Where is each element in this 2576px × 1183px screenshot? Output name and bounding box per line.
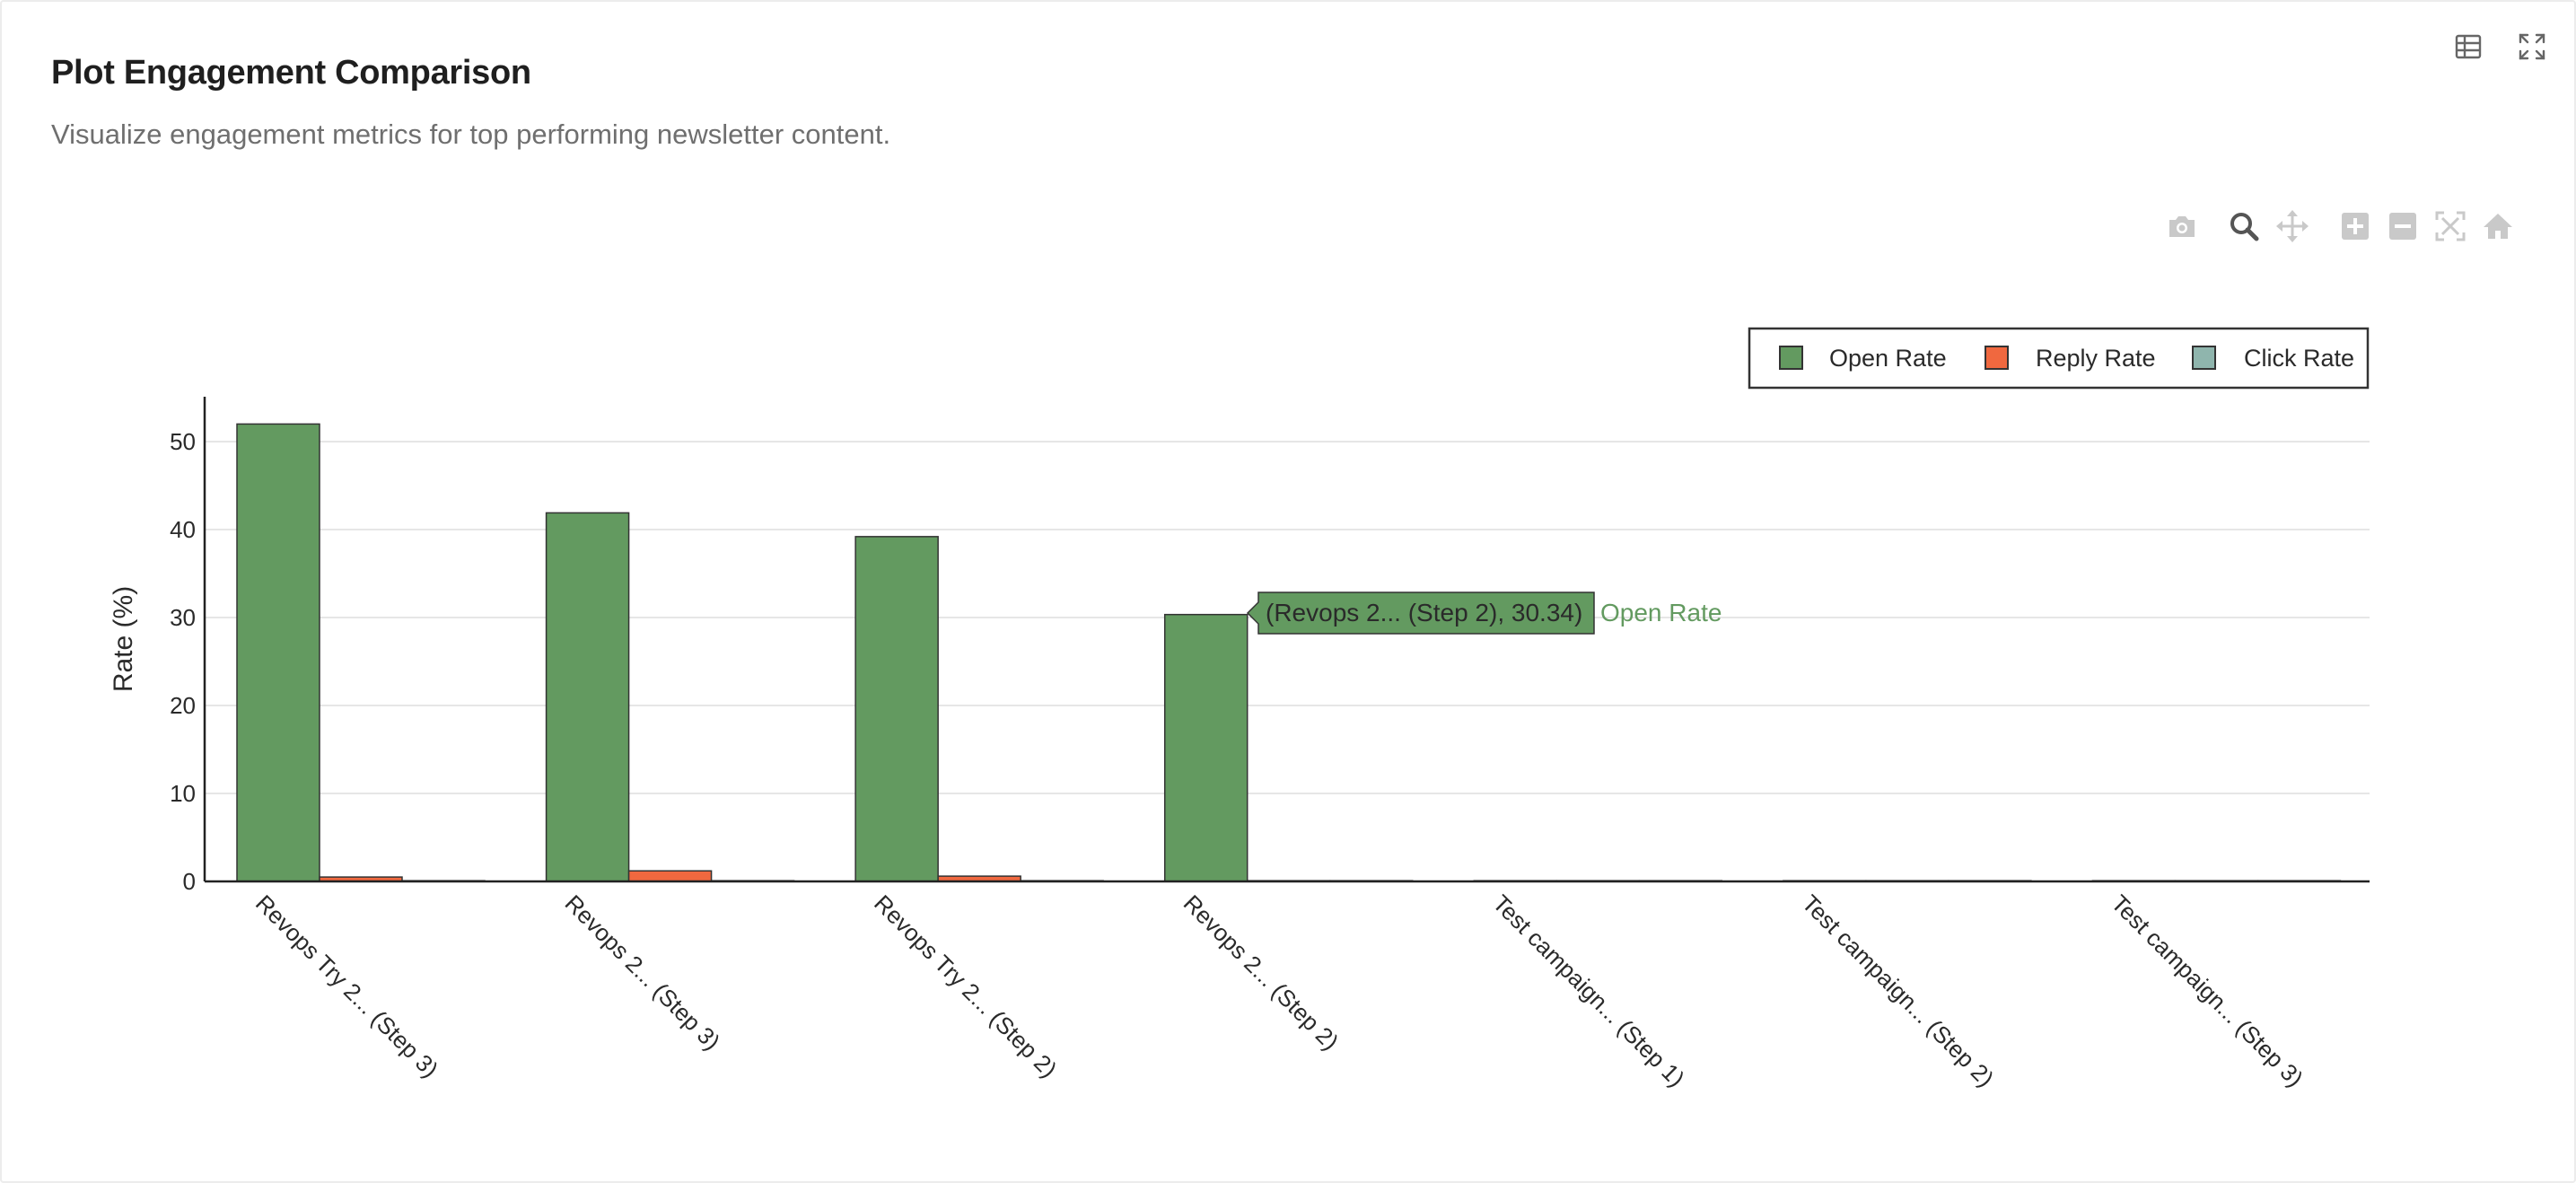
table-view-button[interactable]	[2449, 27, 2488, 66]
reset-axes-button[interactable]	[2478, 206, 2518, 246]
pan-icon	[2276, 210, 2309, 242]
autoscale-icon	[2435, 211, 2466, 241]
y-tick-label: 20	[170, 692, 196, 719]
plus-square-icon	[2342, 213, 2369, 240]
legend: Open Rate Reply Rate Click Rate	[1748, 327, 2370, 390]
expand-icon	[2519, 33, 2545, 60]
x-tick-label: Test campaign... (Step 3)	[2106, 889, 2309, 1092]
legend-label-click-rate: Click Rate	[2244, 345, 2354, 372]
x-tick-label: Test campaign... (Step 2)	[1797, 889, 2000, 1092]
legend-swatch-reply-rate	[1985, 346, 2009, 370]
zoom-icon	[2230, 213, 2259, 241]
y-axis-title: Rate (%)	[109, 586, 138, 692]
hover-tooltip: (Revops 2... (Step 2), 30.34) Open Rate	[1246, 592, 1722, 635]
y-tick-label: 40	[170, 516, 196, 543]
zoom-in-button[interactable]	[2335, 206, 2375, 246]
legend-label-open-rate: Open Rate	[1829, 345, 1947, 372]
zoom-button[interactable]	[2224, 206, 2264, 246]
x-tick-label: Revops Try 2... (Step 3)	[250, 889, 443, 1082]
page-subtitle: Visualize engagement metrics for top per…	[51, 118, 891, 150]
bar-open-rate[interactable]	[1163, 613, 1249, 882]
x-tick-label: Revops Try 2... (Step 2)	[869, 889, 1062, 1082]
legend-swatch-open-rate	[1779, 346, 1803, 370]
legend-item-reply-rate[interactable]: Reply Rate	[1985, 345, 2156, 372]
zoom-out-button[interactable]	[2383, 206, 2423, 246]
bar-open-rate[interactable]	[545, 512, 630, 882]
legend-item-open-rate[interactable]: Open Rate	[1779, 345, 1947, 372]
tooltip-text: (Revops 2... (Step 2), 30.34)	[1266, 599, 1582, 627]
bar-open-rate[interactable]	[854, 536, 939, 882]
x-tick-label: Revops 2... (Step 2)	[1178, 889, 1345, 1056]
y-tick-label: 10	[170, 780, 196, 807]
expand-button[interactable]	[2512, 27, 2552, 66]
pan-button[interactable]	[2273, 206, 2312, 246]
table-icon	[2455, 34, 2482, 59]
x-tick-label: Test campaign... (Step 1)	[1487, 889, 1690, 1092]
bar-open-rate[interactable]	[236, 423, 320, 882]
tooltip-box	[1246, 592, 1595, 635]
minus-square-icon	[2389, 213, 2416, 240]
page-title: Plot Engagement Comparison	[51, 54, 531, 92]
bar-reply-rate[interactable]	[627, 870, 713, 882]
legend-label-reply-rate: Reply Rate	[2036, 345, 2156, 372]
autoscale-button[interactable]	[2431, 206, 2470, 246]
y-tick-label: 50	[170, 428, 196, 455]
legend-box	[1748, 327, 2370, 390]
camera-icon	[2169, 216, 2195, 237]
y-tick-label: 30	[170, 604, 196, 631]
legend-swatch-click-rate	[2192, 346, 2216, 370]
tooltip-series-label: Open Rate	[1600, 599, 1722, 627]
download-png-button[interactable]	[2162, 206, 2202, 246]
x-tick-label: Revops 2... (Step 3)	[560, 889, 726, 1056]
y-tick-label: 0	[183, 868, 196, 895]
home-icon	[2484, 214, 2512, 239]
legend-item-click-rate[interactable]: Click Rate	[2192, 345, 2354, 372]
